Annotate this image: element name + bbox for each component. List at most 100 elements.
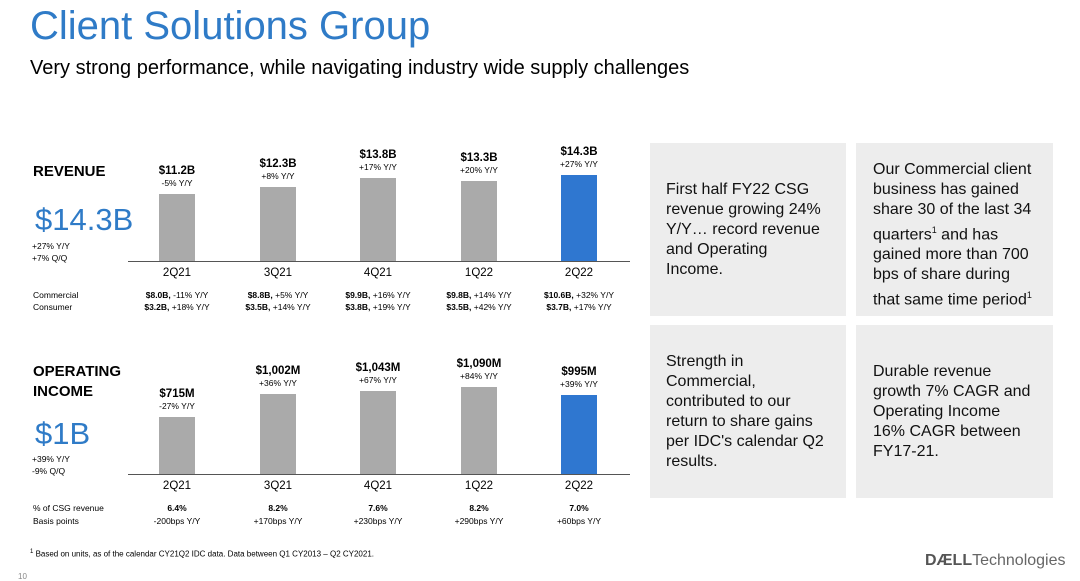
table-cell-change: +170bps Y/Y (253, 516, 303, 526)
chart-change-label: +8% Y/Y (261, 171, 295, 181)
chart-category-label: 3Q21 (263, 480, 293, 492)
table-cell: $9.8B, +14% Y/Y (424, 289, 534, 301)
table-cell-value: $3.8B, (345, 302, 371, 312)
revenue-note-yy: +27% Y/Y (32, 241, 70, 251)
table-cell-value: $3.5B, (245, 302, 271, 312)
table-cell: $3.8B, +19% Y/Y (323, 301, 433, 313)
table-cell: $3.5B, +42% Y/Y (424, 301, 534, 313)
table-cell-value: $9.8B, (446, 290, 472, 300)
table-cell: 7.0% (524, 502, 634, 514)
table-cell-value: 7.6% (368, 503, 388, 513)
chart-value-label: $715M (159, 388, 195, 400)
panel-strength-text: Strength in Commercial, contributed to o… (666, 353, 824, 470)
chart-bar (561, 395, 597, 474)
chart-bar (461, 387, 497, 474)
chart-axis (128, 474, 630, 475)
chart-category-label: 1Q22 (464, 480, 494, 492)
chart-category-label: 4Q21 (363, 267, 393, 279)
chart-bar (260, 187, 296, 261)
chart-value-label: $1,043M (355, 362, 401, 374)
chart-change-label: +36% Y/Y (259, 378, 297, 388)
chart-bar (260, 394, 296, 474)
table-cell-value: $10.6B, (543, 290, 574, 300)
footnote: 1 Based on units, as of the calendar CY2… (30, 549, 374, 559)
table-cell-change: +290bps Y/Y (454, 516, 504, 526)
chart-change-label: +20% Y/Y (460, 165, 498, 175)
chart-category-label: 3Q21 (263, 267, 293, 279)
table-cell-value: $8.0B, (145, 290, 171, 300)
chart-data-label: $1,043M +67% Y/Y (323, 361, 433, 386)
revenue-note-qq: +7% Q/Q (32, 253, 68, 263)
table-cell: $3.7B, +17% Y/Y (524, 301, 634, 313)
chart-bar (461, 181, 497, 261)
chart-data-label: $13.8B +17% Y/Y (323, 148, 433, 173)
page-subtitle: Very strong performance, while navigatin… (30, 57, 690, 79)
chart-change-label: +17% Y/Y (359, 162, 397, 172)
operating-income-label: OPERATING INCOME (33, 362, 121, 402)
chart-data-label: $14.3B +27% Y/Y (524, 145, 634, 170)
chart-change-label: +84% Y/Y (460, 371, 498, 381)
chart-bar (159, 417, 195, 474)
panel-first-half: First half FY22 CSG revenue growing 24% … (650, 143, 846, 316)
table-cell-change: +230bps Y/Y (353, 516, 403, 526)
chart-change-label: +39% Y/Y (560, 379, 598, 389)
table-cell-value: 8.2% (469, 503, 489, 513)
table-cell-change: +14% Y/Y (471, 290, 512, 300)
table-cell-value: $9.9B, (345, 290, 371, 300)
panel-commercial-share-text: Our Commercial client business has gaine… (873, 161, 1032, 309)
operating-income-label-line1: OPERATING (33, 363, 122, 380)
chart-value-label: $11.2B (158, 165, 196, 177)
chart-category-label: 2Q21 (162, 480, 192, 492)
chart-data-label: $13.3B +20% Y/Y (424, 151, 534, 176)
table-cell-value: $3.5B, (446, 302, 472, 312)
chart-category-label: 2Q21 (162, 267, 192, 279)
table-cell: 8.2% (424, 502, 534, 514)
panel-durable-growth: Durable revenue growth 7% CAGR and Opera… (856, 325, 1053, 498)
chart-value-label: $14.3B (560, 146, 598, 158)
chart-axis (128, 261, 630, 262)
chart-bar (360, 178, 396, 261)
table-cell-change: +42% Y/Y (471, 302, 512, 312)
page-title: Client Solutions Group (30, 4, 431, 48)
dell-technologies-logo: DÆLLTechnologies (925, 552, 1066, 569)
chart-data-label: $1,002M +36% Y/Y (223, 364, 333, 389)
table-cell-change: -200bps Y/Y (153, 516, 201, 526)
chart-data-label: $12.3B +8% Y/Y (223, 157, 333, 182)
table-cell-change: +60bps Y/Y (556, 516, 602, 526)
table-cell-change: +16% Y/Y (370, 290, 411, 300)
page-number: 10 (18, 572, 27, 581)
table-cell: +170bps Y/Y (223, 515, 333, 527)
table-cell: $10.6B, +32% Y/Y (524, 289, 634, 301)
chart-category-label: 1Q22 (464, 267, 494, 279)
table-cell-value: $3.7B, (546, 302, 572, 312)
operating-income-label-line2: INCOME (33, 383, 93, 400)
chart-category-label: 4Q21 (363, 480, 393, 492)
table-cell: +230bps Y/Y (323, 515, 433, 527)
table-cell: -200bps Y/Y (122, 515, 232, 527)
table-cell: $3.5B, +14% Y/Y (223, 301, 333, 313)
chart-value-label: $13.8B (359, 149, 397, 161)
chart-change-label: +67% Y/Y (359, 375, 397, 385)
chart-category-label: 2Q22 (564, 267, 594, 279)
table-row-label: Consumer (33, 302, 73, 312)
table-cell: $8.8B, +5% Y/Y (223, 289, 333, 301)
panel-strength: Strength in Commercial, contributed to o… (650, 325, 846, 498)
chart-value-label: $13.3B (460, 152, 498, 164)
chart-bar (561, 175, 597, 261)
operating-income-note-qq: -9% Q/Q (32, 466, 66, 476)
chart-data-label: $1,090M +84% Y/Y (424, 357, 534, 382)
table-cell-change: +18% Y/Y (169, 302, 210, 312)
table-cell-change: +19% Y/Y (370, 302, 411, 312)
chart-data-label: $995M +39% Y/Y (524, 365, 634, 390)
table-cell-change: -11% Y/Y (170, 290, 209, 300)
table-cell-change: +5% Y/Y (272, 290, 309, 300)
table-cell-change: +17% Y/Y (571, 302, 612, 312)
chart-data-label: $11.2B -5% Y/Y (122, 164, 232, 189)
chart-value-label: $995M (561, 366, 597, 378)
table-cell-value: 6.4% (167, 503, 187, 513)
table-cell: 7.6% (323, 502, 433, 514)
table-cell: 6.4% (122, 502, 232, 514)
table-cell: +60bps Y/Y (524, 515, 634, 527)
table-row-label: Commercial (33, 290, 79, 300)
panel-commercial-share: Our Commercial client business has gaine… (856, 143, 1053, 316)
